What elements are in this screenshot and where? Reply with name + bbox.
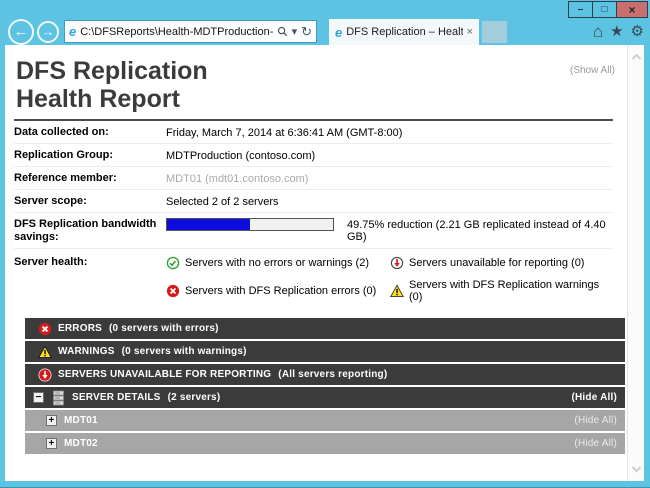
page-title-line1: DFS Replication — [16, 57, 208, 85]
address-dropdown-icon[interactable]: ▾ — [291, 26, 298, 38]
section-servers-unavailable[interactable]: SERVERS UNAVAILABLE FOR REPORTING (All s… — [25, 364, 625, 385]
tab-dfs-replication-health-report[interactable]: e DFS Replication – Health Re... × — [329, 19, 479, 45]
bandwidth-text: 49.75% reduction (2.21 GB replicated ins… — [347, 219, 606, 243]
error-icon — [166, 284, 180, 298]
health-item-unavailable: Servers unavailable for reporting (0) — [390, 256, 613, 270]
server-name: MDT02 — [64, 438, 98, 449]
page-title: DFS Replication Health Report — [16, 57, 613, 113]
window-controls: – □ × — [568, 1, 648, 18]
unavailable-icon — [38, 368, 52, 382]
scroll-up-icon[interactable] — [630, 51, 643, 64]
health-item-text: Servers with DFS Replication errors (0) — [185, 285, 377, 297]
search-icon[interactable] — [277, 26, 288, 37]
section-title: WARNINGS — [58, 346, 115, 357]
section-title: SERVERS UNAVAILABLE FOR REPORTING — [58, 369, 272, 380]
expand-icon[interactable]: + — [46, 415, 57, 426]
info-value: MDT01 (mdt01.contoso.com) — [166, 173, 309, 185]
bandwidth-progress-fill — [167, 219, 250, 230]
server-icon — [52, 390, 65, 406]
favorites-icon[interactable]: ★ — [610, 23, 624, 40]
server-name: MDT01 — [64, 415, 98, 426]
back-button[interactable]: ← — [8, 18, 34, 45]
navigation-bar: ← → e C:\DFSReports\Health-MDTProduction… — [8, 18, 644, 45]
info-label: Replication Group: — [14, 149, 113, 161]
home-icon[interactable]: ⌂ — [592, 22, 604, 41]
warning-icon — [390, 284, 404, 298]
address-bar[interactable]: e C:\DFSReports\Health-MDTProduction-07M… — [64, 20, 317, 43]
health-item-warnings: Servers with DFS Replication warnings (0… — [390, 279, 613, 303]
page-title-line2: Health Report — [16, 85, 180, 113]
error-icon — [38, 322, 52, 336]
unavailable-icon — [390, 256, 404, 270]
close-button[interactable]: × — [616, 1, 648, 18]
warning-icon — [38, 345, 52, 359]
health-item-no-errors: Servers with no errors or warnings (2) — [166, 256, 390, 270]
forward-button[interactable]: → — [37, 20, 59, 43]
info-value: Friday, March 7, 2014 at 6:36:41 AM (GMT… — [166, 127, 403, 139]
server-row-mdt01[interactable]: + MDT01 (Hide All) — [25, 410, 625, 431]
section-errors[interactable]: ERRORS (0 servers with errors) — [25, 318, 625, 339]
section-title: SERVER DETAILS — [72, 392, 161, 403]
info-label: Server health: — [14, 256, 88, 268]
browser-toolbar: ⌂ ★ ⚙ — [593, 23, 644, 40]
hide-all-link[interactable]: (Hide All) — [571, 392, 617, 403]
tab-title: DFS Replication – Health Re... — [346, 26, 462, 38]
info-row-bandwidth-savings: DFS Replication bandwidth savings: 49.75… — [14, 213, 613, 249]
info-label: Data collected on: — [14, 126, 109, 138]
health-item-errors: Servers with DFS Replication errors (0) — [166, 279, 390, 303]
hide-all-link[interactable]: (Hide All) — [574, 438, 617, 449]
info-row-server-health: Server health: Servers with no errors or… — [14, 249, 613, 309]
info-row-data-collected: Data collected on: Friday, March 7, 2014… — [14, 121, 613, 144]
tab-favicon-icon: e — [335, 24, 343, 40]
info-label: DFS Replication bandwidth savings: — [14, 218, 157, 243]
section-detail: (0 servers with errors) — [108, 323, 219, 334]
expand-icon[interactable]: + — [46, 438, 57, 449]
info-label: Reference member: — [14, 172, 117, 184]
refresh-icon[interactable]: ↻ — [301, 23, 312, 39]
server-row-mdt02[interactable]: + MDT02 (Hide All) — [25, 433, 625, 454]
section-detail: (All servers reporting) — [278, 369, 388, 380]
section-title: ERRORS — [58, 323, 102, 334]
page-viewport: (Show All) DFS Replication Health Report… — [5, 45, 627, 481]
minimize-button[interactable]: – — [568, 1, 593, 18]
health-item-text: Servers with DFS Replication warnings (0… — [409, 279, 600, 303]
info-row-replication-group: Replication Group: MDTProduction (contos… — [14, 144, 613, 167]
section-server-details[interactable]: − SERVER DETAILS (2 servers) (Hi — [25, 387, 625, 408]
server-health-grid: Servers with no errors or warnings (2) S… — [166, 256, 613, 303]
info-row-server-scope: Server scope: Selected 2 of 2 servers — [14, 190, 613, 213]
info-value: MDTProduction (contoso.com) — [166, 150, 316, 162]
page-favicon-icon: e — [69, 24, 77, 39]
info-value: Selected 2 of 2 servers — [166, 196, 279, 208]
report-sections: ERRORS (0 servers with errors) WARNINGS … — [25, 318, 625, 454]
vertical-scrollbar[interactable] — [627, 45, 644, 481]
show-all-link[interactable]: (Show All) — [569, 65, 615, 76]
hide-all-link[interactable]: (Hide All) — [574, 415, 617, 426]
title-divider — [14, 119, 613, 121]
section-detail: (0 servers with warnings) — [121, 346, 247, 357]
health-item-text: Servers unavailable for reporting (0) — [409, 257, 585, 269]
ok-icon — [166, 256, 180, 270]
settings-icon[interactable]: ⚙ — [630, 23, 644, 40]
section-warnings[interactable]: WARNINGS (0 servers with warnings) — [25, 341, 625, 362]
scroll-down-icon[interactable] — [630, 462, 643, 475]
section-detail: (2 servers) — [167, 392, 221, 403]
health-item-text: Servers with no errors or warnings (2) — [185, 257, 370, 269]
info-label: Server scope: — [14, 195, 87, 207]
maximize-button[interactable]: □ — [592, 1, 617, 18]
collapse-icon[interactable]: − — [33, 392, 44, 403]
health-report-page: (Show All) DFS Replication Health Report… — [5, 45, 627, 454]
bandwidth-progress-bar — [166, 218, 334, 231]
tab-close-icon[interactable]: × — [466, 26, 473, 38]
url-input[interactable]: C:\DFSReports\Health-MDTProduction-07Ma — [80, 25, 272, 38]
new-tab-button[interactable] — [482, 20, 507, 43]
info-row-reference-member: Reference member: MDT01 (mdt01.contoso.c… — [14, 167, 613, 190]
